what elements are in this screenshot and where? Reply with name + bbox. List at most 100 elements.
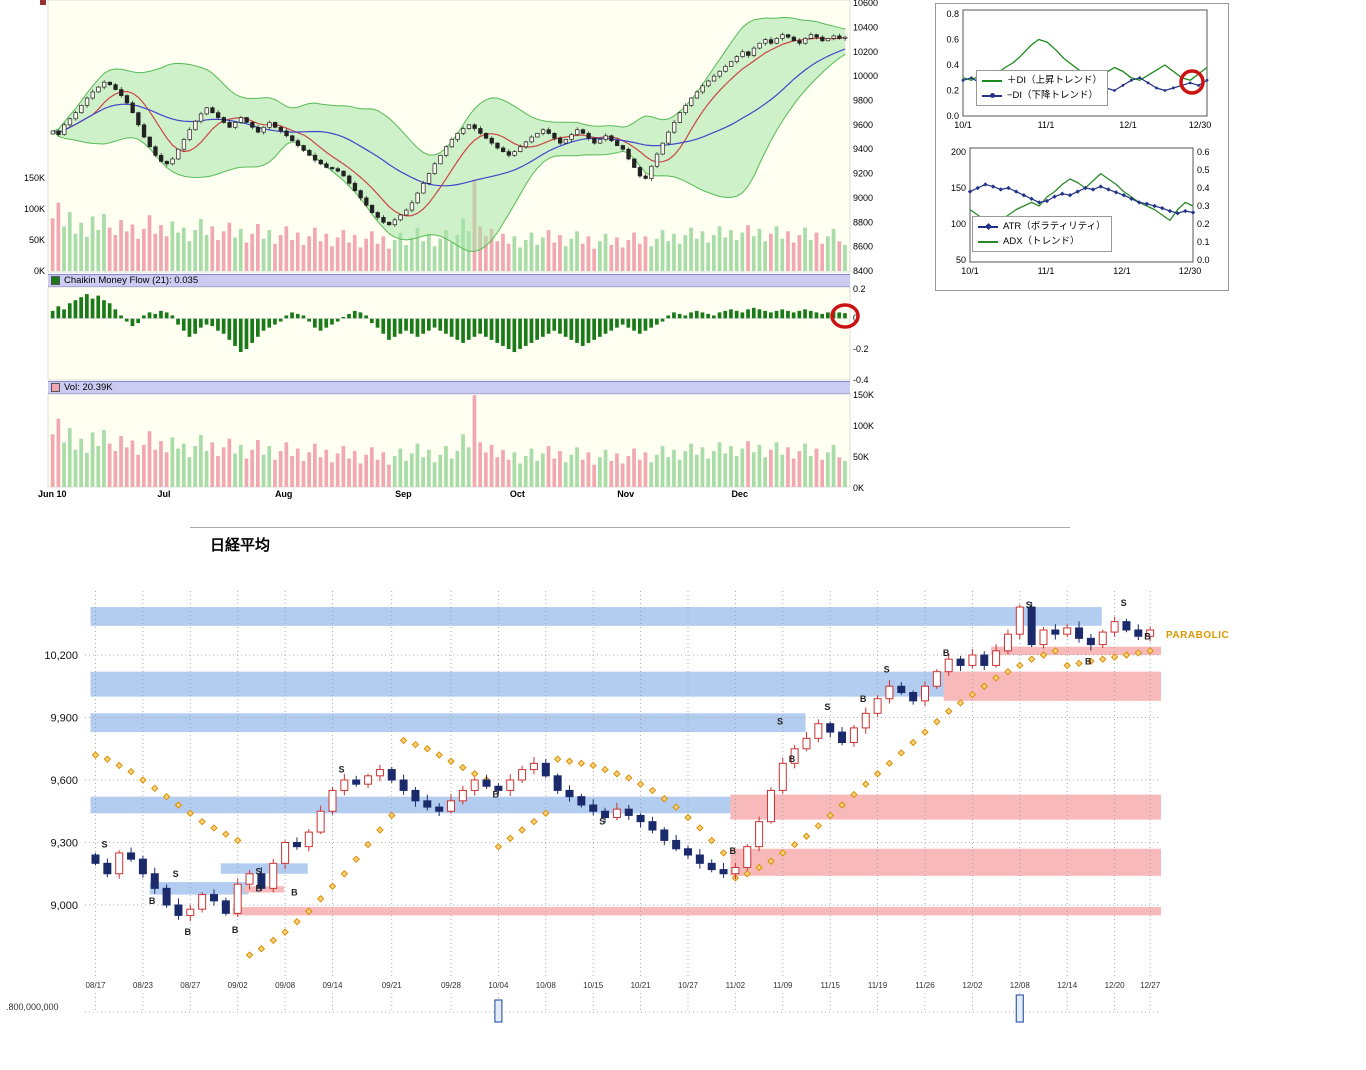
svg-text:0: 0 — [853, 313, 858, 323]
svg-text:B: B — [789, 754, 796, 764]
volume-scale-label: .800,000,000 — [6, 1002, 59, 1012]
svg-text:12/30: 12/30 — [1179, 266, 1202, 276]
di-plus-legend-row: ＋DI（上昇トレンド） — [982, 73, 1102, 88]
svg-text:12/1: 12/1 — [1119, 120, 1137, 130]
svg-text:10000: 10000 — [853, 71, 878, 81]
volume-series-swatch — [51, 383, 60, 392]
parabolic-label: PARABOLIC — [1166, 630, 1230, 641]
svg-text:11/1: 11/1 — [1038, 266, 1055, 276]
svg-text:09/02: 09/02 — [228, 981, 249, 990]
svg-text:0.6: 0.6 — [1197, 147, 1210, 157]
svg-text:10/08: 10/08 — [536, 981, 557, 990]
svg-text:0.0: 0.0 — [1197, 255, 1210, 265]
di-plus-label: ＋DI（上昇トレンド） — [1007, 75, 1103, 86]
svg-text:B: B — [291, 888, 298, 898]
cmf-panel-header: Chaikin Money Flow (21): 0.035 — [48, 274, 850, 287]
svg-text:100: 100 — [951, 219, 966, 229]
svg-text:B: B — [860, 694, 867, 704]
svg-text:10/21: 10/21 — [631, 981, 652, 990]
svg-text:B: B — [730, 846, 737, 856]
svg-text:100K: 100K — [24, 204, 45, 214]
svg-text:10/27: 10/27 — [678, 981, 699, 990]
svg-text:10/1: 10/1 — [961, 266, 979, 276]
adx-line-icon — [978, 237, 998, 246]
svg-text:B: B — [184, 927, 191, 937]
svg-text:12/08: 12/08 — [1010, 981, 1031, 990]
section-divider — [190, 527, 1070, 528]
svg-text:9,600: 9,600 — [50, 775, 78, 787]
volume-panel-header: Vol: 20.39K — [48, 381, 850, 394]
svg-text:08/27: 08/27 — [180, 981, 201, 990]
svg-text:0K: 0K — [34, 266, 45, 276]
svg-text:11/1: 11/1 — [1038, 120, 1055, 130]
svg-text:0.2: 0.2 — [853, 284, 866, 294]
svg-text:50K: 50K — [29, 235, 45, 245]
svg-text:S: S — [1026, 600, 1032, 610]
svg-text:0.8: 0.8 — [946, 9, 959, 19]
svg-text:-0.2: -0.2 — [853, 344, 869, 354]
svg-text:B: B — [1144, 631, 1151, 641]
di-plus-line-icon — [982, 76, 1002, 85]
svg-text:50K: 50K — [853, 452, 869, 462]
svg-text:8400: 8400 — [853, 266, 873, 276]
svg-text:10600: 10600 — [853, 0, 878, 8]
atr-adx-legend: ATR（ボラティリティ） ADX（トレンド） — [972, 216, 1112, 252]
svg-text:09/14: 09/14 — [322, 981, 343, 990]
svg-text:Jul: Jul — [157, 489, 170, 499]
svg-text:S: S — [777, 717, 783, 727]
atr-label: ATR（ボラティリティ） — [1003, 221, 1106, 232]
svg-text:09/28: 09/28 — [441, 981, 462, 990]
svg-text:09/08: 09/08 — [275, 981, 296, 990]
svg-text:S: S — [173, 869, 179, 879]
svg-text:Jun 10: Jun 10 — [38, 489, 67, 499]
svg-text:B: B — [256, 883, 263, 893]
svg-text:0.4: 0.4 — [1197, 183, 1210, 193]
nikkei-parabolic-chart: 10,200 9,900 9,600 9,300 9,000 08/17 08/23 08/2… — [44, 591, 1161, 1023]
svg-text:0.3: 0.3 — [1197, 201, 1210, 211]
svg-text:12/27: 12/27 — [1140, 981, 1161, 990]
svg-text:0.2: 0.2 — [946, 86, 959, 96]
svg-text:B: B — [149, 896, 156, 906]
svg-text:10200: 10200 — [853, 47, 878, 57]
svg-text:12/1: 12/1 — [1113, 266, 1131, 276]
svg-text:Oct: Oct — [510, 489, 525, 499]
svg-text:9000: 9000 — [853, 193, 873, 203]
svg-text:150K: 150K — [24, 173, 45, 183]
svg-text:10/15: 10/15 — [583, 981, 604, 990]
dmi-legend: ＋DI（上昇トレンド） −DI（下降トレンド） — [976, 70, 1109, 106]
svg-text:B: B — [943, 648, 950, 658]
nikkei-chart-title: 日経平均 — [210, 537, 271, 554]
svg-text:B: B — [232, 925, 239, 935]
svg-text:0.2: 0.2 — [1197, 219, 1210, 229]
svg-text:12/02: 12/02 — [962, 981, 983, 990]
svg-text:09/21: 09/21 — [382, 981, 403, 990]
svg-text:S: S — [339, 765, 345, 775]
svg-text:B: B — [1085, 656, 1092, 666]
svg-text:0.6: 0.6 — [946, 35, 959, 45]
svg-text:50: 50 — [956, 255, 966, 265]
svg-text:Sep: Sep — [395, 489, 412, 499]
svg-text:S: S — [1121, 598, 1127, 608]
svg-text:10/04: 10/04 — [488, 981, 509, 990]
svg-text:11/19: 11/19 — [868, 981, 888, 990]
atr-line-icon — [978, 222, 998, 231]
svg-text:S: S — [824, 702, 830, 712]
svg-text:11/02: 11/02 — [726, 981, 746, 990]
svg-text:11/15: 11/15 — [820, 981, 840, 990]
svg-text:9,000: 9,000 — [50, 900, 78, 912]
svg-text:0.1: 0.1 — [1197, 237, 1210, 247]
volume-panel-title: Vol: 20.39K — [64, 382, 113, 393]
svg-text:10/1: 10/1 — [954, 120, 972, 130]
technical-analysis-chart: 10600 10400 10200 10000 9800 9600 9400 9200 9000… — [24, 0, 878, 499]
svg-text:12/14: 12/14 — [1057, 981, 1078, 990]
svg-text:150K: 150K — [853, 390, 874, 400]
adx-label: ADX（トレンド） — [1003, 236, 1080, 247]
svg-text:9400: 9400 — [853, 144, 873, 154]
svg-text:0.5: 0.5 — [1197, 165, 1210, 175]
svg-text:8800: 8800 — [853, 217, 873, 227]
svg-text:0K: 0K — [853, 483, 864, 493]
svg-text:9800: 9800 — [853, 95, 873, 105]
svg-text:9,900: 9,900 — [50, 713, 78, 725]
cmf-series-swatch — [51, 276, 60, 285]
